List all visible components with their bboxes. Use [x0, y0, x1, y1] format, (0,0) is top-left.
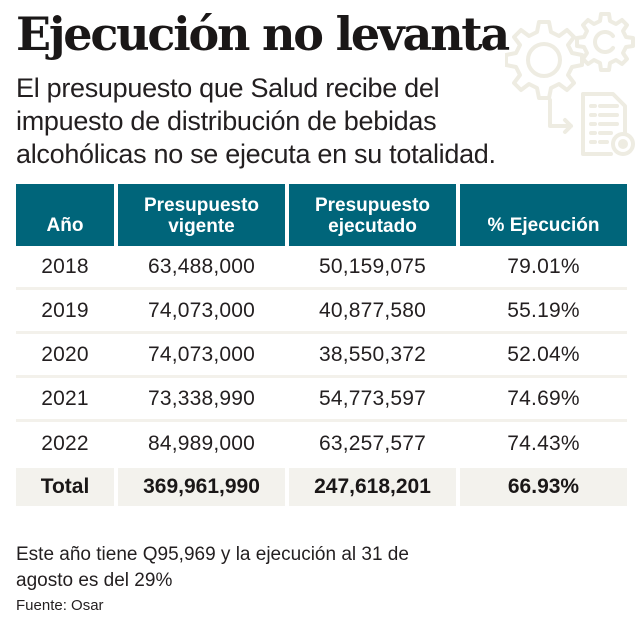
column-header-budget-executed: Presupuesto ejecutado: [289, 184, 456, 246]
cell-year: 2019: [41, 298, 89, 322]
cell-year: 2022: [41, 432, 89, 455]
budget-table: Año Presupuesto vigente Presupuesto ejec…: [16, 184, 627, 506]
column-header-execution-percent: % Ejecución: [460, 184, 627, 246]
table-header-row: Año Presupuesto vigente Presupuesto ejec…: [16, 184, 627, 246]
cell-year: 2021: [41, 386, 89, 410]
cell-execution-percent: 74.43%: [507, 432, 580, 455]
total-label: Total: [16, 468, 114, 506]
table-row: 2021 73,338,990 54,773,597 74.69%: [16, 378, 627, 422]
total-budget-executed: 247,618,201: [289, 468, 456, 506]
column-header-year: Año: [16, 184, 114, 246]
cell-execution-percent: 52.04%: [507, 342, 580, 366]
cell-budget-executed: 38,550,372: [318, 342, 427, 366]
cell-budget-current: 74,073,000: [147, 298, 256, 322]
table-row: 2018 63,488,000 50,159,075 79.01%: [16, 246, 627, 290]
table-row: 2020 74,073,000 38,550,372 52.04%: [16, 334, 627, 378]
cell-budget-current: 73,338,990: [147, 386, 256, 410]
table-row: 2022 84,989,000 63,257,577 74.43%: [16, 422, 627, 466]
cell-year: 2018: [41, 254, 89, 278]
small-gear-icon: [575, 12, 635, 72]
cell-execution-percent: 74.69%: [507, 386, 580, 410]
arrow-icon: [548, 98, 573, 134]
cell-budget-current: 74,073,000: [147, 342, 256, 366]
cell-budget-current: 63,488,000: [147, 254, 256, 278]
cell-budget-executed: 50,159,075: [318, 254, 427, 278]
table-row: 2019 74,073,000 40,877,580 55.19%: [16, 290, 627, 334]
subtitle: El presupuesto que Salud recibe del impu…: [16, 73, 496, 169]
page-title: Ejecución no levanta: [16, 7, 510, 61]
cell-budget-executed: 54,773,597: [318, 386, 427, 410]
source-credit: Fuente: Osar: [16, 597, 104, 614]
cell-budget-current: 84,989,000: [147, 432, 256, 455]
gears-document-icon: [505, 12, 635, 156]
footnote: Este año tiene Q95,969 y la ejecución al…: [16, 544, 409, 591]
cell-execution-percent: 79.01%: [507, 254, 580, 278]
total-budget-current: 369,961,990: [118, 468, 285, 506]
large-gear-icon: [505, 20, 584, 100]
total-execution-percent: 66.93%: [460, 468, 627, 506]
table-total-row: Total 369,961,990 247,618,201 66.93%: [16, 468, 627, 506]
cell-budget-executed: 63,257,577: [318, 432, 427, 455]
cell-year: 2020: [41, 342, 89, 366]
cell-budget-executed: 40,877,580: [318, 298, 427, 322]
cell-execution-percent: 55.19%: [507, 298, 580, 322]
column-header-budget-current: Presupuesto vigente: [118, 184, 285, 246]
document-icon: [581, 92, 635, 156]
